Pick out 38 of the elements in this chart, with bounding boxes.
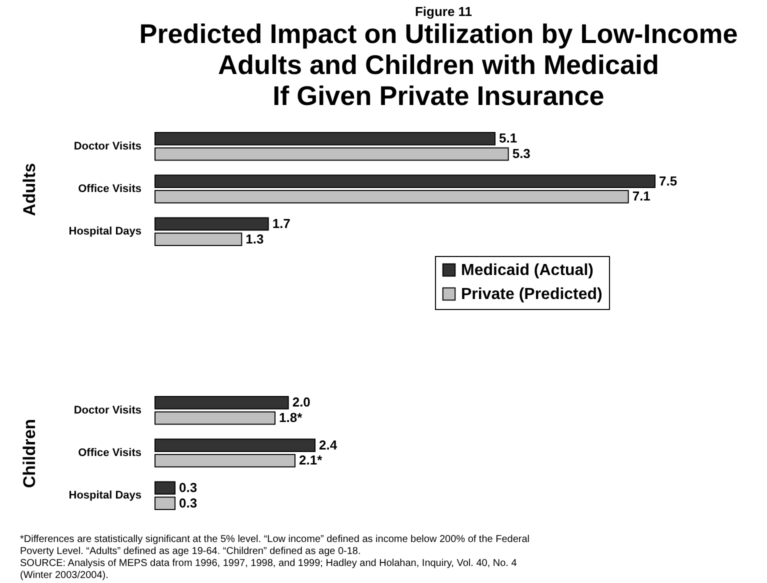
chart-title: Predicted Impact on Utilization by Low-Income Adults and Children with Medicaid If Given Private Insurance: [138, 19, 739, 112]
bar: [154, 411, 276, 425]
data-label: 1.8*: [279, 410, 304, 426]
data-label: 1.3: [246, 231, 264, 246]
legend-label: Medicaid (Actual): [461, 262, 594, 279]
bar: [154, 147, 509, 161]
bar: [154, 496, 176, 510]
data-label: 2.4: [319, 437, 338, 452]
y-axis-title: Children: [20, 419, 39, 488]
data-label: 2.1*: [299, 452, 324, 468]
source-note: SOURCE: Analysis of MEPS data from 1996, 1997, 1998, and 1999; Hadley and Holahan, Inquiry, Vol. 40, No. 4 (Winter 2003/2004).: [20, 558, 518, 582]
bar: [154, 190, 629, 204]
y-tick-label: Doctor Visits: [74, 140, 142, 152]
data-label: 0.3: [179, 480, 198, 495]
data-label: 5.1: [499, 130, 518, 146]
y-tick-label: Hospital Days: [68, 490, 142, 502]
data-label: 1.7: [272, 216, 290, 231]
data-label: 0.3: [179, 495, 198, 510]
legend-label: Private (Predicted): [461, 286, 602, 303]
text: *Differences are statistically significant at the 5% level. “Low income” defined as income below 200% of the Federal Poverty Level. “Adults” defined as age 19-64. “Children” defined as age 0-18.: [20, 534, 531, 558]
chart-subtitle: Figure 11: [414, 4, 474, 19]
bar: [154, 232, 242, 246]
bar: [154, 438, 316, 452]
data-label: 7.1: [632, 188, 650, 204]
y-tick-label: Hospital Days: [68, 226, 142, 238]
y-tick-label: Office Visits: [78, 447, 142, 459]
data-label: 2.0: [292, 394, 310, 410]
bar: [154, 396, 289, 410]
data-label: 5.3: [512, 146, 530, 162]
data-label: 7.5: [659, 173, 678, 188]
y-tick-label: Office Visits: [78, 183, 142, 195]
y-axis-title: Adults: [20, 163, 39, 216]
bar: [154, 217, 269, 231]
y-tick-label: Doctor Visits: [74, 404, 142, 416]
bar: [154, 132, 496, 146]
bar: [154, 454, 296, 468]
bar: [154, 174, 656, 188]
bar: [154, 481, 176, 495]
